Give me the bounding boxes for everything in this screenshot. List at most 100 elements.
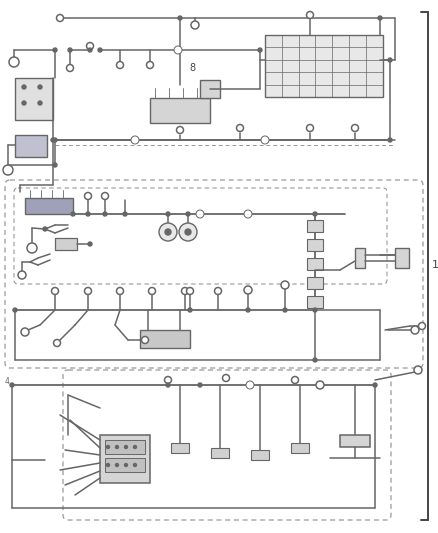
- Circle shape: [22, 101, 26, 105]
- Bar: [306, 258, 322, 270]
- Circle shape: [214, 287, 221, 295]
- Bar: [354, 248, 364, 268]
- Circle shape: [115, 464, 118, 466]
- Bar: [150, 98, 209, 123]
- Circle shape: [166, 212, 170, 216]
- Text: 8: 8: [188, 63, 194, 73]
- Bar: [306, 239, 322, 251]
- Text: 1: 1: [431, 260, 438, 270]
- Circle shape: [306, 12, 313, 19]
- Circle shape: [68, 48, 72, 52]
- Circle shape: [173, 46, 182, 54]
- Circle shape: [18, 271, 26, 279]
- Bar: [55, 238, 77, 250]
- Circle shape: [116, 61, 123, 69]
- Circle shape: [124, 464, 127, 466]
- Bar: [306, 296, 322, 308]
- Circle shape: [164, 376, 171, 384]
- Circle shape: [53, 138, 57, 142]
- Circle shape: [176, 126, 183, 133]
- Circle shape: [280, 281, 288, 289]
- Circle shape: [159, 223, 177, 241]
- Circle shape: [187, 308, 191, 312]
- Circle shape: [51, 138, 55, 142]
- Circle shape: [9, 57, 19, 67]
- Circle shape: [312, 212, 316, 216]
- Bar: [15, 78, 53, 120]
- Circle shape: [181, 287, 188, 295]
- Circle shape: [312, 308, 316, 312]
- Circle shape: [84, 192, 91, 199]
- Circle shape: [387, 138, 391, 142]
- Circle shape: [38, 85, 42, 89]
- Circle shape: [84, 287, 91, 295]
- Circle shape: [51, 287, 58, 295]
- Circle shape: [312, 358, 316, 362]
- Circle shape: [43, 227, 47, 231]
- Bar: [105, 440, 145, 454]
- Circle shape: [141, 336, 148, 343]
- Circle shape: [133, 446, 136, 448]
- Circle shape: [261, 136, 268, 144]
- Circle shape: [372, 383, 376, 387]
- Circle shape: [13, 308, 17, 312]
- Circle shape: [306, 125, 313, 132]
- Bar: [25, 198, 73, 214]
- Circle shape: [148, 287, 155, 295]
- Circle shape: [258, 48, 261, 52]
- Circle shape: [103, 212, 107, 216]
- Circle shape: [244, 286, 251, 294]
- Circle shape: [86, 212, 90, 216]
- Circle shape: [53, 48, 57, 52]
- Circle shape: [186, 212, 190, 216]
- Circle shape: [165, 229, 171, 235]
- Circle shape: [116, 287, 123, 295]
- Bar: [100, 435, 150, 483]
- Circle shape: [71, 212, 75, 216]
- Circle shape: [86, 43, 93, 50]
- Circle shape: [10, 383, 14, 387]
- Circle shape: [106, 446, 109, 448]
- Circle shape: [245, 381, 254, 389]
- Circle shape: [177, 16, 182, 20]
- Bar: [306, 277, 322, 289]
- Circle shape: [184, 229, 191, 235]
- Circle shape: [291, 376, 298, 384]
- Circle shape: [179, 223, 197, 241]
- Bar: [394, 248, 408, 268]
- Circle shape: [222, 375, 229, 382]
- Circle shape: [146, 61, 153, 69]
- Bar: [339, 435, 369, 447]
- Bar: [306, 220, 322, 232]
- Bar: [200, 80, 219, 98]
- Circle shape: [413, 366, 421, 374]
- Circle shape: [195, 210, 204, 218]
- Circle shape: [27, 243, 37, 253]
- Circle shape: [410, 326, 418, 334]
- Circle shape: [38, 101, 42, 105]
- Circle shape: [21, 328, 29, 336]
- Circle shape: [315, 381, 323, 389]
- Circle shape: [131, 136, 139, 144]
- Bar: [15, 135, 47, 157]
- Circle shape: [377, 16, 381, 20]
- Circle shape: [88, 242, 92, 246]
- Circle shape: [57, 14, 64, 21]
- Circle shape: [198, 383, 201, 387]
- Circle shape: [124, 446, 127, 448]
- Bar: [140, 330, 190, 348]
- Circle shape: [191, 21, 198, 29]
- Bar: [290, 443, 308, 453]
- Circle shape: [236, 125, 243, 132]
- Text: 4: 4: [5, 377, 10, 386]
- Circle shape: [53, 163, 57, 167]
- Circle shape: [166, 383, 170, 387]
- Bar: [105, 458, 145, 472]
- Circle shape: [53, 340, 60, 346]
- Circle shape: [88, 48, 92, 52]
- Circle shape: [351, 125, 358, 132]
- Bar: [211, 448, 229, 458]
- Circle shape: [387, 58, 391, 62]
- Circle shape: [98, 48, 102, 52]
- Bar: [265, 35, 382, 97]
